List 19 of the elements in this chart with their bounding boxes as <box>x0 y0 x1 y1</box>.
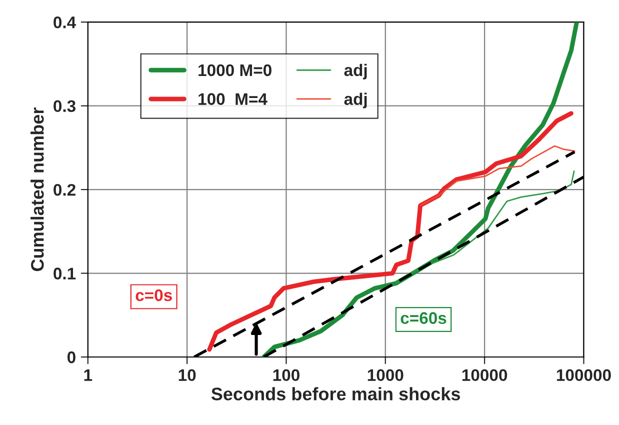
y-tick-label: 0 <box>67 351 76 364</box>
x-tick-label: 100000 <box>556 369 611 382</box>
y-tick-label: 0.3 <box>54 100 76 112</box>
annotation: c=0s <box>136 289 172 302</box>
legend-label: adj <box>344 64 367 80</box>
legend-label: 100 M=4 <box>198 93 268 105</box>
annotation: c=60s <box>400 312 446 324</box>
legend-label: 1000 M=0 <box>198 64 272 76</box>
x-tick-label: 1000 <box>368 369 404 382</box>
legend-label: adj <box>344 92 367 108</box>
x-tick-label: 1 <box>84 369 92 381</box>
y-axis-title: Cumulated number <box>30 108 44 272</box>
x-tick-label: 10000 <box>462 369 508 382</box>
x-tick-label: 100 <box>273 369 300 382</box>
y-tick-label: 0.4 <box>54 16 76 28</box>
y-tick-label: 0.2 <box>54 184 76 196</box>
y-tick-label: 0.1 <box>54 268 76 280</box>
x-axis-title: Seconds before main shocks <box>211 387 460 400</box>
x-tick-label: 10 <box>178 369 196 382</box>
